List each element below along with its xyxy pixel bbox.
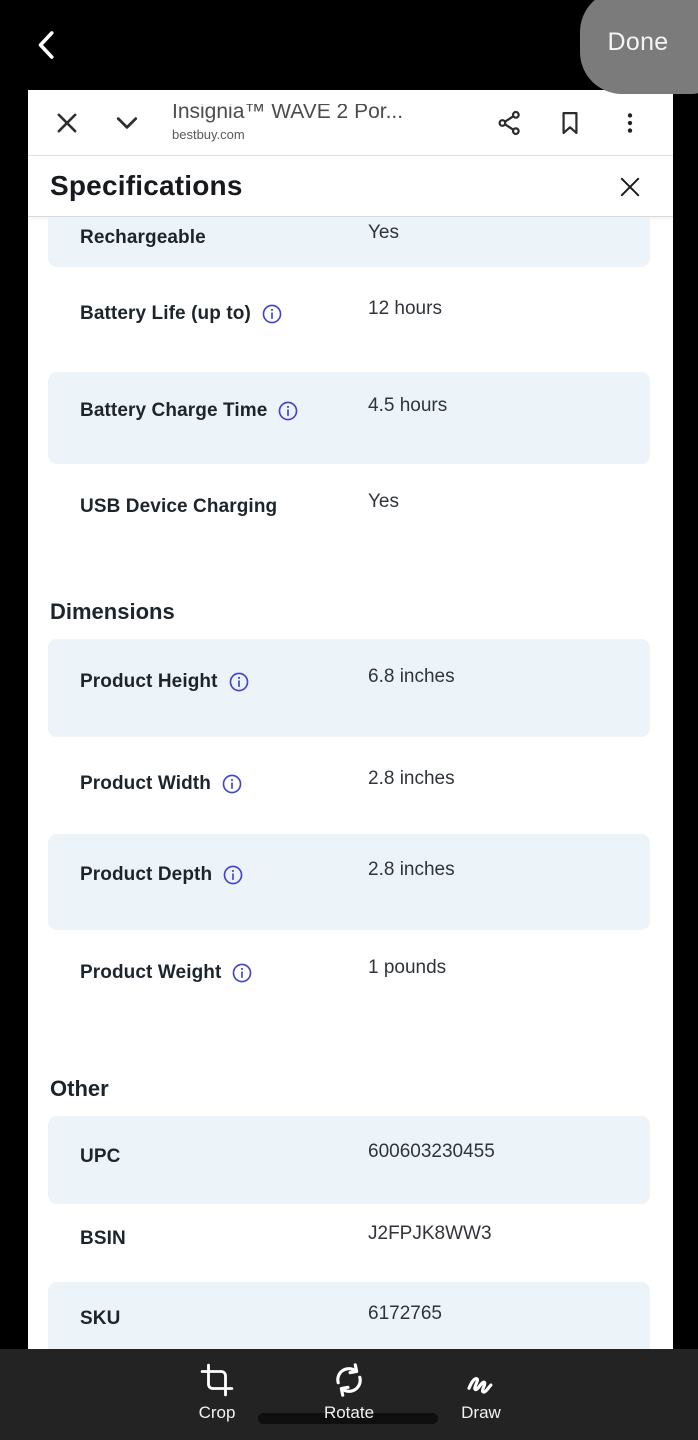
spec-label: Battery Life (up to) — [80, 303, 251, 324]
done-button-label: Done — [607, 27, 669, 56]
back-button[interactable] — [24, 20, 72, 70]
spec-row-usb-device-charging: USB Device Charging Yes — [28, 464, 673, 559]
spec-row-battery-charge-time: Battery Charge Time 4.5 hours — [28, 372, 673, 464]
info-icon[interactable] — [231, 962, 253, 984]
spec-label: Rechargeable — [80, 227, 206, 248]
spec-label: UPC — [80, 1146, 121, 1167]
spec-row-product-width: Product Width 2.8 inches — [28, 737, 673, 834]
spec-label: USB Device Charging — [80, 496, 278, 517]
spec-row-product-depth: Product Depth 2.8 inches — [28, 834, 673, 930]
spec-label: Product Width — [80, 773, 211, 794]
spec-value: 600603230455 — [368, 1141, 495, 1162]
sheet-collapse-button[interactable] — [112, 108, 142, 138]
spec-value: 2.8 inches — [368, 768, 455, 789]
three-dot-menu-icon — [617, 109, 643, 137]
done-button[interactable]: Done — [580, 0, 698, 94]
spec-row-product-height: Product Height 6.8 inches — [28, 639, 673, 737]
bookmark-icon — [556, 109, 584, 137]
specifications-close-button[interactable] — [615, 172, 645, 202]
rotate-icon — [331, 1362, 367, 1398]
spec-value: 6.8 inches — [368, 666, 455, 687]
section-heading-other: Other — [28, 1029, 673, 1116]
bookmark-button[interactable] — [555, 108, 585, 138]
spec-value: 6172765 — [368, 1303, 442, 1324]
spec-value: 4.5 hours — [368, 395, 448, 416]
crop-icon — [199, 1362, 235, 1398]
spec-value: 2.8 inches — [368, 859, 455, 880]
share-icon — [496, 109, 524, 137]
close-icon — [616, 173, 644, 201]
crop-tool-button[interactable]: Crop — [179, 1349, 255, 1440]
share-button[interactable] — [495, 108, 525, 138]
captured-screenshot-page: Insignia™ WAVE 2 Por... bestbuy.com — [28, 90, 673, 1349]
draw-tool-label: Draw — [461, 1403, 501, 1422]
back-chevron-icon — [30, 25, 66, 65]
spec-row-battery-life: Battery Life (up to) 12 hours — [28, 267, 673, 372]
spec-label: Battery Charge Time — [80, 400, 268, 421]
spec-label: Product Weight — [80, 962, 222, 983]
spec-row-bsin: BSIN J2FPJK8WW3 — [28, 1204, 673, 1282]
spec-row-rechargeable: Rechargeable Yes — [28, 217, 673, 267]
specifications-list: Rechargeable Yes Battery Life (up to) 12… — [28, 217, 673, 1349]
chevron-down-icon — [112, 108, 142, 138]
info-icon[interactable] — [277, 400, 299, 422]
spec-value: Yes — [368, 491, 399, 512]
page-domain: bestbuy.com — [172, 126, 245, 142]
sheet-actions — [495, 108, 673, 138]
close-icon — [53, 109, 81, 137]
spec-value: J2FPJK8WW3 — [368, 1223, 492, 1244]
spec-value: Yes — [368, 222, 399, 243]
draw-icon — [463, 1362, 499, 1398]
section-heading-label: Dimensions — [50, 599, 175, 624]
spec-label: Product Height — [80, 671, 218, 692]
info-icon[interactable] — [222, 864, 244, 886]
info-icon[interactable] — [228, 671, 250, 693]
spec-label: SKU — [80, 1308, 121, 1329]
spec-row-product-weight: Product Weight 1 pounds — [28, 930, 673, 1029]
spec-value: 12 hours — [368, 298, 442, 319]
browser-sheet-header: Insignia™ WAVE 2 Por... bestbuy.com — [28, 90, 673, 156]
sheet-close-button[interactable] — [52, 108, 82, 138]
info-icon[interactable] — [261, 303, 283, 325]
page-title: Insignia™ WAVE 2 Por... — [172, 103, 404, 123]
spec-label: BSIN — [80, 1228, 126, 1249]
section-heading-dimensions: Dimensions — [28, 559, 673, 639]
spec-label: Product Depth — [80, 864, 213, 885]
spec-value: 1 pounds — [368, 957, 447, 978]
crop-tool-label: Crop — [198, 1403, 236, 1422]
spec-row-sku: SKU 6172765 — [28, 1282, 673, 1349]
specifications-modal-header: Specifications — [28, 156, 673, 217]
rotate-slider-track[interactable] — [258, 1413, 438, 1424]
info-icon[interactable] — [221, 773, 243, 795]
screenshot-editor-toolbar: Crop Rotate Draw — [0, 1349, 698, 1440]
overflow-menu-button[interactable] — [615, 108, 645, 138]
page-title-block: Insignia™ WAVE 2 Por... bestbuy.com — [172, 104, 452, 142]
screenshot-editor-top-bar: Done — [0, 0, 698, 94]
rotate-tool-label: Rotate — [323, 1403, 375, 1422]
draw-tool-button[interactable]: Draw — [443, 1349, 519, 1440]
section-heading-label: Other — [50, 1076, 109, 1101]
rotate-tool-button[interactable]: Rotate — [311, 1349, 387, 1440]
spec-row-upc: UPC 600603230455 — [28, 1116, 673, 1204]
specifications-title: Specifications — [50, 170, 243, 201]
